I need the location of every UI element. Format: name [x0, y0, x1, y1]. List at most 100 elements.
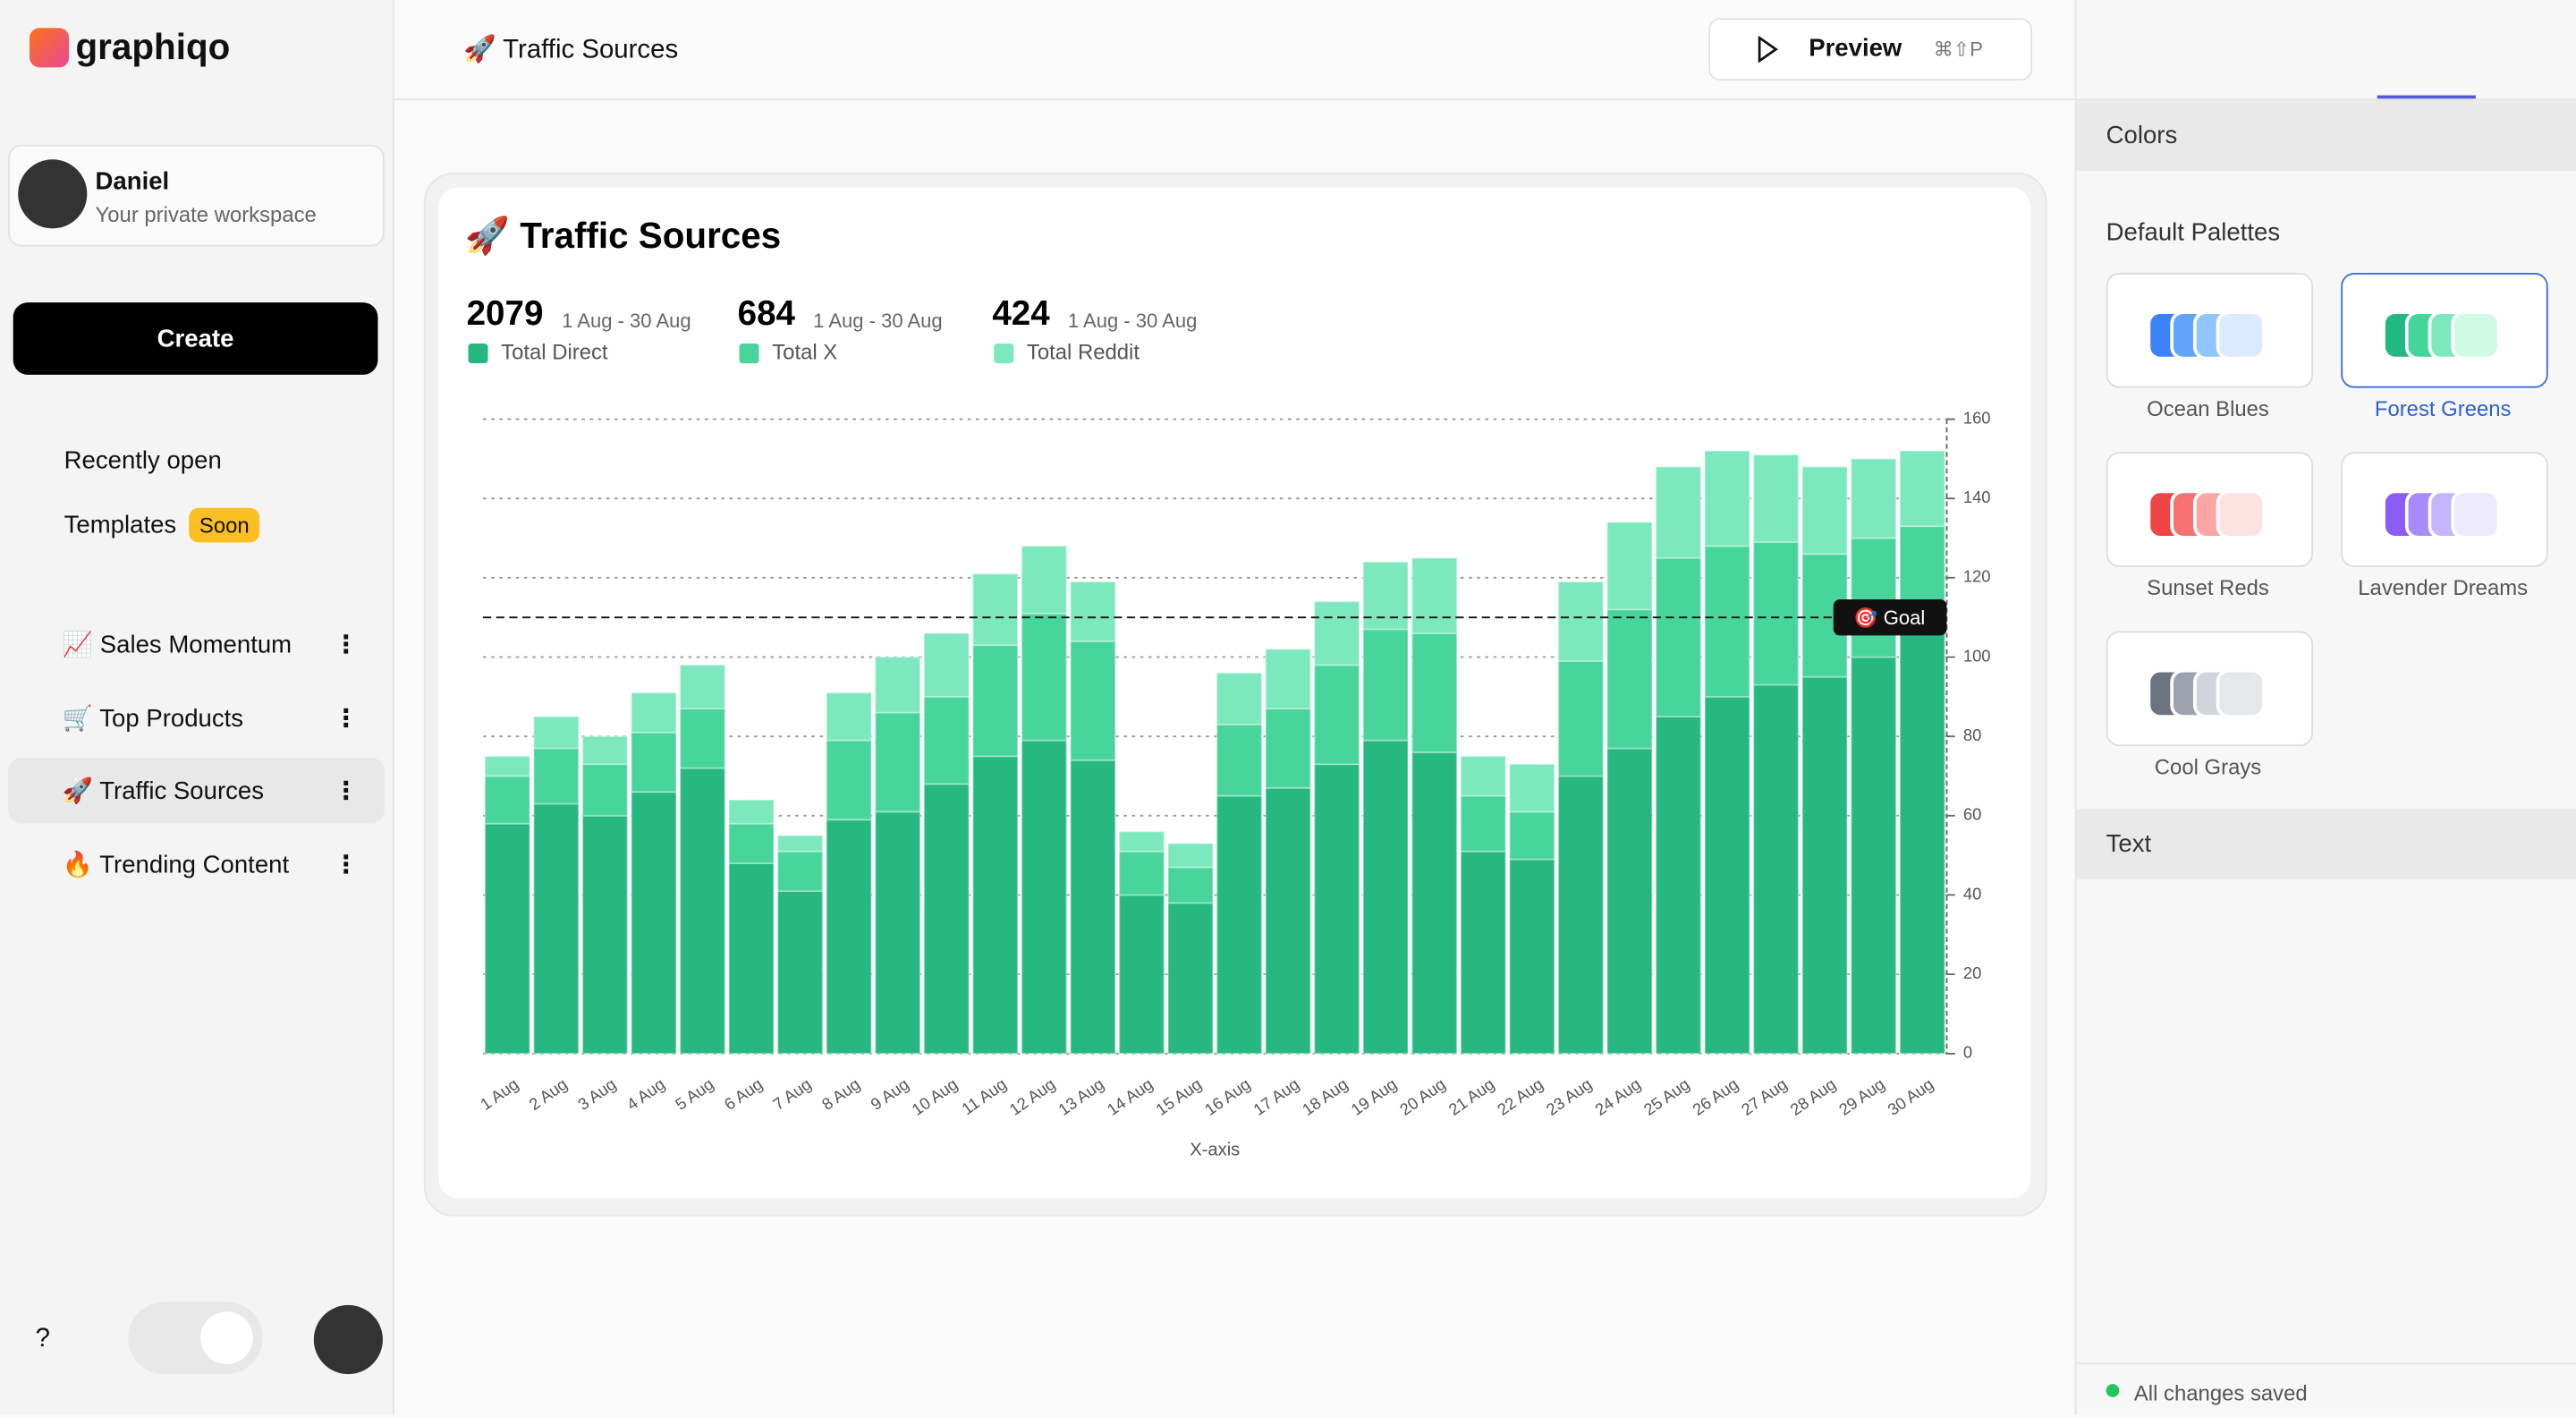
bar-segment [1216, 796, 1261, 1054]
kpi-period: 1 Aug - 30 Aug [813, 310, 943, 332]
bar-segment [1315, 601, 1360, 665]
sidebar: graphiqo Daniel Your private workspace C… [0, 0, 394, 1415]
bar-segment [1412, 752, 1457, 1054]
bar-segment [1802, 677, 1847, 1054]
x-tick-label: 1 Aug [477, 1074, 522, 1114]
y-tick-label: 120 [1963, 567, 1991, 586]
palette[interactable] [2106, 273, 2313, 388]
bar-segment [1363, 562, 1408, 629]
bar-segment [1705, 697, 1750, 1054]
bar-segment [1021, 546, 1066, 613]
x-tick-label: 25 Aug [1640, 1074, 1693, 1119]
user-name: Daniel [96, 167, 170, 195]
x-tick-label: 13 Aug [1055, 1074, 1107, 1119]
swatch [2216, 310, 2266, 360]
chart-item[interactable]: 🚀 Traffic Sources⋮ [8, 759, 385, 824]
help[interactable]: ? [13, 1315, 72, 1364]
status-bar: All changes saved [2077, 1362, 2576, 1417]
text-header[interactable]: Text [2077, 809, 2576, 879]
more[interactable]: ⋮ [334, 630, 359, 659]
x-tick-label: 23 Aug [1543, 1074, 1596, 1119]
swatch [2216, 669, 2266, 718]
chart-link: 🚀 Traffic Sources [63, 776, 334, 806]
y-tick-label: 40 [1963, 884, 1981, 903]
kpi-period: 1 Aug - 30 Aug [1068, 310, 1198, 332]
palette[interactable] [2106, 452, 2313, 567]
chart-item[interactable]: 🔥 Trending Content⋮ [8, 832, 385, 897]
x-tick-label: 5 Aug [672, 1074, 717, 1114]
bar-segment [1168, 867, 1213, 903]
menu-item[interactable]: Recently open [8, 428, 385, 493]
colors-header[interactable]: Colors [2077, 100, 2576, 171]
bar-segment [973, 573, 1018, 645]
palette[interactable] [2341, 452, 2547, 567]
kpi-value: 2079 [467, 294, 544, 333]
bar-segment [1119, 852, 1164, 895]
create-button[interactable]: Create [13, 302, 378, 375]
bar-segment [729, 800, 774, 824]
preview-button[interactable]: Preview ⌘⇧P [1708, 18, 2032, 81]
more[interactable]: ⋮ [334, 703, 359, 733]
preview-label: Preview [1809, 35, 1902, 63]
palette-name: Lavender Dreams [2341, 575, 2545, 600]
goal-label: 🎯 Goal [1853, 607, 1925, 629]
bar-segment [777, 852, 822, 891]
bar-segment [1412, 558, 1457, 633]
kpi-period: 1 Aug - 30 Aug [562, 310, 691, 332]
palette[interactable] [2341, 273, 2547, 388]
swatch [2451, 310, 2500, 360]
legend-swatch [468, 344, 487, 363]
avatar[interactable] [314, 1305, 383, 1374]
bar-segment [1705, 546, 1750, 696]
x-tick-label: 11 Aug [958, 1074, 1010, 1118]
y-tick-label: 140 [1963, 488, 1991, 506]
chart-link: 🔥 Trending Content [63, 850, 334, 879]
bar-segment [1656, 558, 1700, 717]
bar-segment [1461, 796, 1505, 852]
more[interactable]: ⋮ [334, 776, 359, 806]
palette[interactable] [2106, 632, 2313, 747]
legend-label: Total Direct [501, 340, 608, 364]
bar-segment [582, 816, 627, 1054]
bar-segment [1266, 649, 1310, 708]
swatch [2216, 490, 2266, 539]
bar-segment [631, 733, 676, 792]
legend-swatch [994, 344, 1013, 363]
bar-segment [534, 804, 579, 1054]
workspace[interactable]: Daniel Your private workspace [8, 145, 385, 247]
bar-segment [1021, 741, 1066, 1054]
bar-segment [534, 748, 579, 803]
bar-segment [1900, 451, 1945, 526]
menu-item[interactable]: TemplatesSoon [8, 491, 385, 556]
bar-segment [1168, 844, 1213, 868]
bar-segment [876, 811, 920, 1053]
bar-segment [1266, 708, 1310, 788]
bar-segment [1315, 665, 1360, 764]
chart-item[interactable]: 🛒 Top Products⋮ [8, 685, 385, 751]
chart-item[interactable]: 📈 Sales Momentum⋮ [8, 612, 385, 677]
x-tick-label: 18 Aug [1299, 1074, 1352, 1119]
bar-segment [1852, 539, 1896, 658]
logo: graphiqo [75, 26, 230, 69]
x-tick-label: 30 Aug [1884, 1074, 1936, 1119]
x-tick-label: 22 Aug [1494, 1074, 1546, 1119]
more[interactable]: ⋮ [334, 850, 359, 879]
bar-segment [876, 658, 920, 713]
x-tick-label: 26 Aug [1689, 1074, 1741, 1119]
bar-segment [729, 863, 774, 1054]
bar-segment [1900, 633, 1945, 1054]
page-title: 🚀 Traffic Sources [463, 33, 678, 66]
bar-segment [485, 776, 530, 823]
chart-panel: 🚀 Traffic Sources20791 Aug - 30 AugTotal… [438, 187, 2030, 1198]
bar-segment [777, 836, 822, 852]
bar-segment [1412, 633, 1457, 752]
bar-segment [680, 665, 724, 708]
palette-name: Cool Grays [2106, 754, 2310, 779]
bar-segment [1753, 542, 1798, 685]
x-tick-label: 21 Aug [1445, 1074, 1497, 1119]
chart: 🚀 Traffic Sources20791 Aug - 30 AugTotal… [438, 187, 2030, 1198]
bar-segment [1461, 756, 1505, 795]
theme-light[interactable] [200, 1311, 253, 1364]
menu-label: Templates [64, 511, 177, 539]
